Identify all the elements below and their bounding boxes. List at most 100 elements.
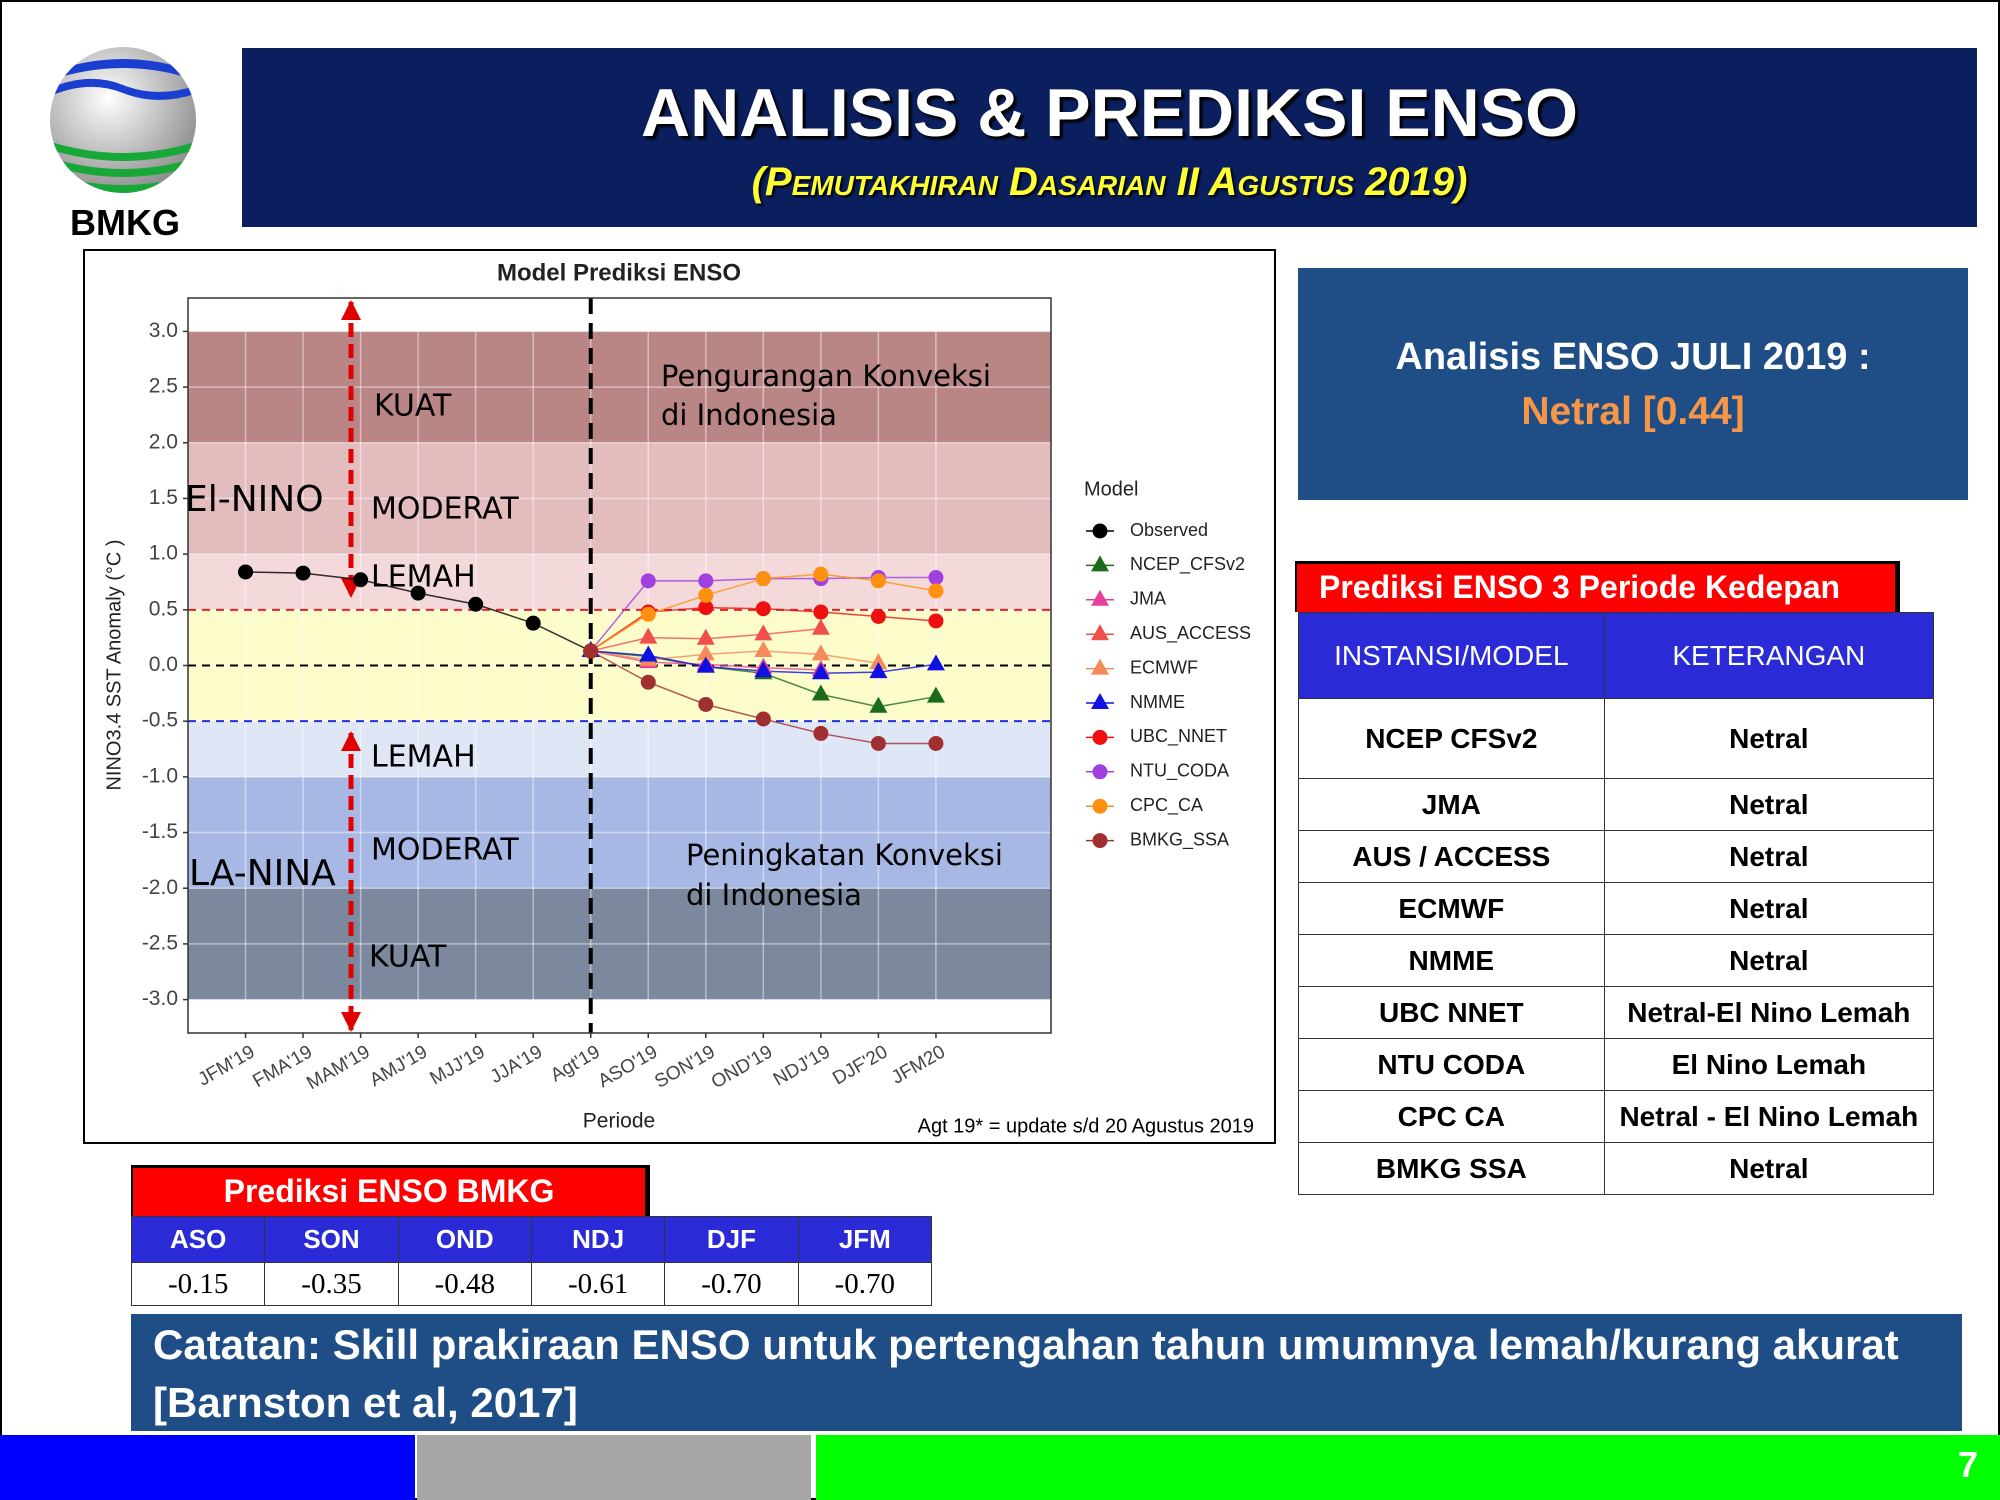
header-cell: KETERANGAN (1603, 612, 1935, 699)
x-tick-label: Agt'19 (547, 1041, 604, 1086)
x-tick-label: ASO'19 (595, 1041, 662, 1092)
y-tick-label: 3.0 (149, 319, 178, 342)
data-point (353, 572, 369, 588)
logo (50, 47, 196, 193)
x-axis-label: Periode (583, 1110, 655, 1133)
y-tick-label: -2.5 (142, 931, 178, 954)
annotation: MODERAT (371, 833, 519, 868)
table-cell: NTU CODA (1298, 1038, 1605, 1091)
page-number: 7 (1957, 1444, 1978, 1485)
table-row: UBC NNET Netral-El Nino Lemah (1298, 986, 1935, 1039)
y-tick-label: 0.5 (149, 597, 178, 620)
annotation: di Indonesia (686, 878, 862, 912)
logo-text: BMKG (70, 202, 180, 243)
data-point (696, 656, 715, 673)
header-cell: SON (264, 1216, 399, 1263)
x-tick-label: NDJ'19 (770, 1041, 834, 1090)
header-cell: INSTANSI/MODEL (1298, 612, 1605, 699)
annotation: Peningkatan Konveksi (686, 838, 1003, 872)
title-banner: ANALISIS & PREDIKSI ENSO (Pemutakhiran D… (242, 48, 1977, 227)
legend-label: NCEP_CFSv2 (1130, 554, 1245, 575)
header-cell: DJF (664, 1216, 799, 1263)
x-tick-label: OND'19 (708, 1041, 777, 1093)
data-point (870, 609, 886, 624)
data-point (813, 725, 829, 741)
y-tick-label: -1.5 (142, 820, 178, 843)
table-row: ECMWF Netral (1298, 882, 1935, 935)
table-row: NTU CODA El Nino Lemah (1298, 1038, 1935, 1091)
data-point (811, 618, 830, 635)
table-row: NCEP CFSv2 Netral (1298, 698, 1935, 779)
annotation: Pengurangan Konveksi (661, 359, 991, 393)
data-point (640, 606, 656, 622)
table-cell: Netral-El Nino Lemah (1603, 986, 1935, 1039)
legend-marker (1092, 798, 1108, 814)
data-point (926, 654, 945, 671)
data-point (583, 643, 599, 659)
data-point (754, 624, 773, 641)
data-point (696, 628, 715, 645)
table-cell: NMME (1298, 934, 1605, 987)
table-cell: CPC CA (1298, 1090, 1605, 1143)
annotation: KUAT (369, 940, 447, 975)
footer-bar (417, 1435, 811, 1500)
legend-marker (1091, 555, 1109, 572)
data-point (870, 735, 886, 751)
data-point (811, 644, 830, 661)
data-point (525, 615, 541, 631)
table-cell: Netral (1603, 698, 1935, 779)
data-point (755, 601, 771, 617)
forecast-label: Prediksi ENSO 3 Periode Kedepan (1295, 561, 1900, 612)
header-cell: ASO (130, 1216, 266, 1263)
table-cell: JMA (1298, 778, 1605, 831)
data-point (926, 686, 945, 703)
data-point (640, 573, 656, 589)
data-point (698, 600, 714, 616)
data-point (696, 644, 715, 661)
note: Catatan: Skill prakiraan ENSO untuk pert… (131, 1314, 1962, 1431)
y-tick-label: 2.0 (149, 430, 178, 453)
data-point (640, 674, 656, 690)
x-tick-label: FMA'19 (249, 1041, 316, 1092)
legend-label: UBC_NNET (1130, 726, 1227, 747)
data-point (928, 735, 944, 751)
y-tick-label: 1.5 (149, 486, 178, 509)
y-tick-label: -1.0 (142, 764, 178, 787)
y-tick-label: 1.0 (149, 542, 178, 565)
x-tick-label: JFM'19 (195, 1041, 259, 1090)
value-cell: -0.70 (664, 1262, 799, 1306)
data-point (468, 596, 484, 612)
legend-marker (1092, 523, 1108, 539)
data-point (813, 566, 829, 582)
analysis-box: Analisis ENSO JULI 2019 : Netral [0.44] (1298, 268, 1968, 500)
footer-bar (0, 1435, 415, 1500)
value-cell: -0.48 (397, 1262, 532, 1306)
table-row: NMME Netral (1298, 934, 1935, 987)
table-cell: UBC NNET (1298, 986, 1605, 1039)
analysis-title: Analisis ENSO JULI 2019 : (1395, 336, 1871, 378)
zone-band (188, 721, 1051, 777)
data-point (811, 663, 830, 680)
chart-note: Agt 19* = update s/d 20 Agustus 2019 (918, 1115, 1254, 1137)
header-cell: NDJ (530, 1216, 666, 1263)
legend-label: CPC_CA (1130, 795, 1203, 816)
annotation: KUAT (374, 389, 452, 424)
table-row: CPC CA Netral - El Nino Lemah (1298, 1090, 1935, 1143)
table-cell: Netral (1603, 830, 1935, 883)
title: ANALISIS & PREDIKSI ENSO (640, 75, 1579, 151)
bmkg-table: ASO SON OND NDJ DJF JFM -0.15 -0.35 -0.48 -0.61 -0… (130, 1216, 933, 1306)
data-point (869, 696, 888, 713)
x-tick-label: AMJ'19 (366, 1041, 431, 1091)
legend-label: ECMWF (1130, 657, 1198, 677)
data-point (698, 587, 714, 603)
data-point (698, 573, 714, 589)
legend-marker (1092, 764, 1108, 780)
analysis-value: Netral [0.44] (1521, 390, 1745, 433)
header-cell: JFM (797, 1216, 933, 1263)
data-point (928, 570, 944, 586)
legend-label: NTU_CODA (1130, 761, 1229, 782)
y-tick-label: -0.5 (142, 709, 178, 732)
x-tick-label: JJA'19 (487, 1041, 546, 1087)
